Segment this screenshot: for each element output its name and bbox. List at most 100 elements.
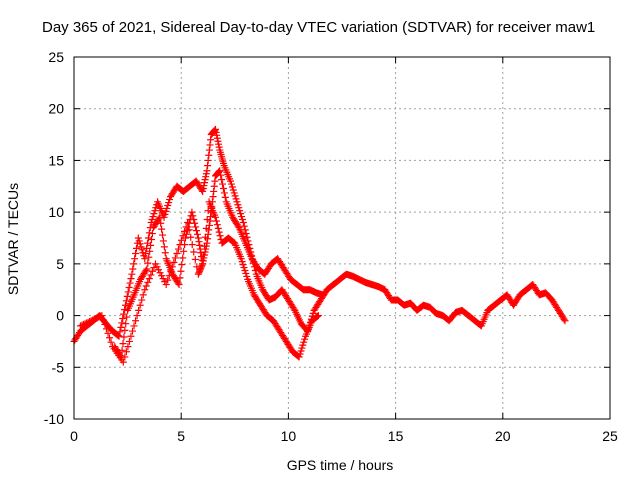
data-point-dense: [120, 333, 128, 341]
data-point-dense: [119, 340, 127, 348]
data-point-dense: [152, 204, 160, 212]
data-point: [128, 270, 136, 278]
data-point-dense: [202, 173, 210, 181]
data-point-dense: [204, 162, 212, 170]
data-point-dense: [153, 263, 161, 271]
data-point-dense: [125, 337, 133, 345]
data-point: [143, 265, 151, 273]
data-point-dense: [298, 344, 306, 352]
data-point-dense: [90, 315, 98, 323]
data-point-dense: [197, 263, 205, 271]
data-point: [237, 255, 245, 263]
data-point: [181, 234, 189, 242]
data-point: [212, 125, 220, 133]
data-point-dense: [192, 223, 200, 231]
data-point: [130, 322, 138, 330]
data-point-dense: [146, 247, 154, 255]
grid-lines: [74, 57, 610, 419]
data-point-dense: [147, 241, 155, 249]
data-point-dense: [148, 267, 156, 275]
data-point: [295, 353, 303, 361]
y-tick-label: -5: [52, 359, 65, 375]
data-point-dense: [216, 232, 224, 240]
x-tick-label: 5: [177, 428, 185, 444]
data-point-dense: [116, 328, 124, 336]
data-point-dense: [207, 213, 215, 221]
data-point: [227, 177, 235, 185]
data-points: [70, 125, 569, 366]
data-point: [216, 167, 224, 175]
data-point-dense: [213, 134, 221, 142]
data-point-dense: [198, 186, 206, 194]
data-point-dense: [150, 210, 158, 218]
data-point: [203, 167, 211, 175]
data-point-dense: [176, 274, 184, 282]
data-point: [134, 234, 142, 242]
data-point-dense: [297, 347, 305, 355]
tick-labels: 0 5 10 15 20 25 -10 -5 0 5 10 15 20 25: [44, 49, 618, 444]
data-point-dense: [135, 306, 143, 314]
data-point-dense: [196, 266, 204, 274]
data-point-dense: [156, 269, 164, 277]
x-tick-label: 0: [70, 428, 78, 444]
data-point-dense: [158, 225, 166, 233]
data-point-dense: [213, 221, 221, 229]
data-point-dense: [188, 241, 196, 249]
data-point-dense: [84, 318, 92, 326]
data-point-dense: [217, 171, 225, 179]
data-point-dense: [117, 323, 125, 331]
data-point-dense: [238, 213, 246, 221]
data-point-dense: [119, 315, 127, 323]
data-point-dense: [161, 278, 169, 286]
data-point-dense: [92, 315, 100, 323]
data-point-dense: [164, 276, 172, 284]
data-point-dense: [239, 261, 247, 269]
y-tick-label: 5: [56, 256, 64, 272]
data-point-dense: [232, 195, 240, 203]
data-point-dense: [243, 272, 251, 280]
data-point-dense: [130, 260, 138, 268]
data-point-dense: [201, 248, 209, 256]
data-point-dense: [122, 348, 130, 356]
data-point-dense: [118, 319, 126, 327]
data-point-dense: [145, 229, 153, 237]
data-point-dense: [144, 234, 152, 242]
data-point-dense: [149, 213, 157, 221]
data-point: [239, 218, 247, 226]
data-point: [194, 234, 202, 242]
data-point-dense: [196, 267, 204, 275]
data-point-dense: [178, 261, 186, 269]
data-point-dense: [96, 312, 104, 320]
data-point-dense: [144, 259, 152, 267]
data-point-dense: [144, 278, 152, 286]
data-point-dense: [234, 222, 242, 230]
y-tick-label: 20: [48, 101, 64, 117]
x-tick-label: 20: [495, 428, 511, 444]
data-point-dense: [164, 201, 172, 209]
data-point-dense: [166, 196, 174, 204]
data-point-dense: [199, 257, 207, 265]
data-point-dense: [93, 314, 101, 322]
data-point-dense: [95, 313, 103, 321]
data-point-dense: [148, 230, 156, 238]
data-point-dense: [86, 317, 94, 325]
data-point-dense: [191, 255, 199, 263]
data-point-dense: [159, 275, 167, 283]
data-point: [194, 270, 202, 278]
data-point-dense: [142, 282, 150, 290]
data-point-dense: [242, 230, 250, 238]
data-point-dense: [309, 309, 317, 317]
data-point-dense: [243, 233, 251, 241]
data-point-dense: [174, 279, 182, 287]
data-point-dense: [210, 187, 218, 195]
data-point-dense: [197, 264, 205, 272]
data-point-dense: [179, 254, 187, 262]
data-point: [173, 250, 181, 258]
data-point-dense: [104, 329, 112, 337]
data-point-dense: [237, 210, 245, 218]
data-point: [175, 281, 183, 289]
data-point-dense: [236, 207, 244, 215]
data-point-dense: [161, 210, 169, 218]
data-point-dense: [242, 269, 250, 277]
